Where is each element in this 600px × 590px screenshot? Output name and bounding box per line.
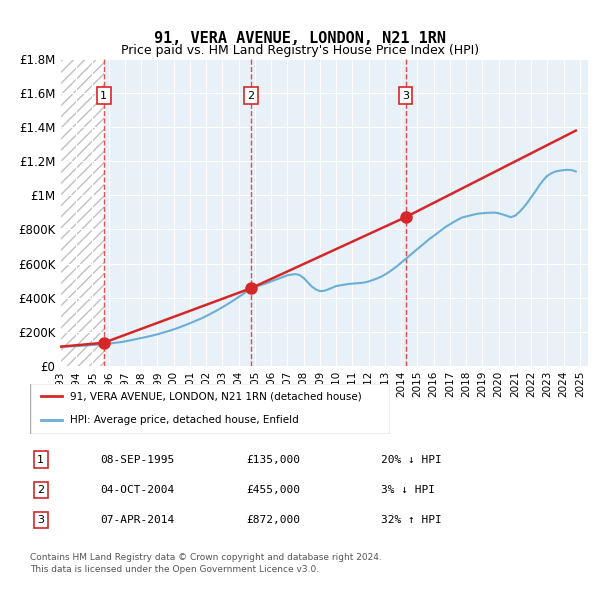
Text: 3: 3	[402, 91, 409, 101]
Bar	[60, 59, 104, 366]
Text: 2: 2	[247, 91, 254, 101]
Text: 1: 1	[37, 455, 44, 465]
Text: £135,000: £135,000	[246, 455, 300, 465]
Text: 91, VERA AVENUE, LONDON, N21 1RN: 91, VERA AVENUE, LONDON, N21 1RN	[154, 31, 446, 46]
Text: 2: 2	[37, 485, 44, 495]
Bar	[60, 59, 104, 366]
Text: 04-OCT-2004: 04-OCT-2004	[100, 485, 175, 495]
FancyBboxPatch shape	[30, 384, 390, 434]
Text: 08-SEP-1995: 08-SEP-1995	[100, 455, 175, 465]
Text: This data is licensed under the Open Government Licence v3.0.: This data is licensed under the Open Gov…	[30, 565, 319, 574]
Text: 1: 1	[100, 91, 107, 101]
Text: £872,000: £872,000	[246, 515, 300, 525]
Text: Price paid vs. HM Land Registry's House Price Index (HPI): Price paid vs. HM Land Registry's House …	[121, 44, 479, 57]
Text: £455,000: £455,000	[246, 485, 300, 495]
Text: 07-APR-2014: 07-APR-2014	[100, 515, 175, 525]
Text: 20% ↓ HPI: 20% ↓ HPI	[381, 455, 442, 465]
Text: 32% ↑ HPI: 32% ↑ HPI	[381, 515, 442, 525]
Text: Contains HM Land Registry data © Crown copyright and database right 2024.: Contains HM Land Registry data © Crown c…	[30, 553, 382, 562]
Text: HPI: Average price, detached house, Enfield: HPI: Average price, detached house, Enfi…	[70, 415, 298, 425]
Text: 91, VERA AVENUE, LONDON, N21 1RN (detached house): 91, VERA AVENUE, LONDON, N21 1RN (detach…	[70, 391, 361, 401]
Text: 3% ↓ HPI: 3% ↓ HPI	[381, 485, 435, 495]
Text: 3: 3	[37, 515, 44, 525]
